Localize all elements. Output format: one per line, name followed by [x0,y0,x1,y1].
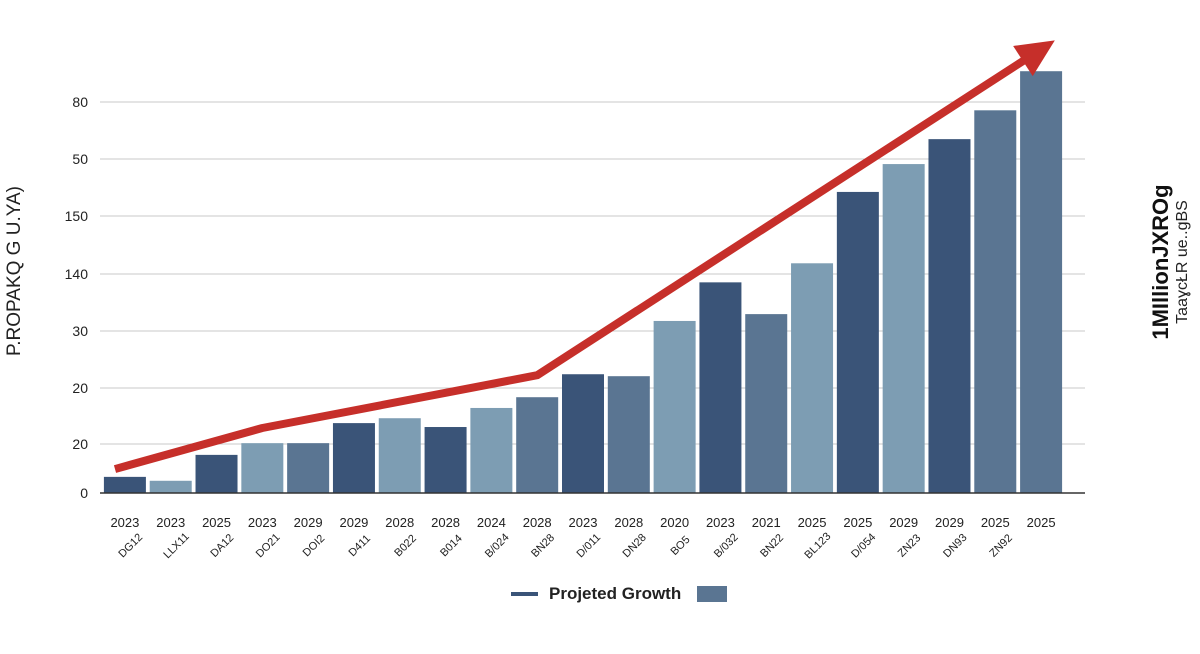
x-category-code-label: ZN23 [896,532,924,560]
bar [607,376,650,493]
x-category-code-label: DG12 [116,531,145,560]
x-tick-label: 2029 [889,515,918,530]
bar [745,314,788,493]
x-tick-label: 2023 [248,515,277,530]
x-tick-label: 2029 [339,515,368,530]
x-tick-label: 2029 [294,515,323,530]
right-label-line1: 1MIllionJXROg [1148,184,1173,340]
x-category-code-label: D/054 [849,531,878,560]
x-category-code-label: BL123 [802,530,833,561]
x-tick-label: 2024 [477,515,506,530]
y-tick-label: 20 [72,380,88,396]
x-category-code-label: B014 [438,533,465,560]
x-category-code-label: BN22 [758,532,786,560]
bar [836,191,879,493]
x-tick-label: 2020 [660,515,689,530]
right-label-line2: TaaɣcŁR ue..ɡBS [1174,200,1191,324]
bar [1020,71,1063,494]
x-category-code-label: DN28 [621,532,649,560]
x-tick-label: 2028 [614,515,643,530]
x-category-code-label: BO5 [668,534,692,558]
x-tick-label: 2025 [202,515,231,530]
x-tick-label: 2028 [523,515,552,530]
bar [653,320,696,493]
x-tick-label: 2028 [431,515,460,530]
legend-label: Projeted Growth [549,584,682,603]
x-tick-label: 2025 [1027,515,1056,530]
x-tick-label: 2028 [385,515,414,530]
bar [287,443,330,493]
x-category-code-label: B022 [392,533,419,560]
bar [928,139,971,493]
x-category-code-label: D411 [347,533,374,560]
y-tick-label: 30 [72,323,88,339]
trend-arrowhead [1013,40,1055,77]
y-tick-label: 50 [72,151,88,167]
bar [699,282,742,493]
right-axis-label: 1MIllionJXROg TaaɣcŁR ue..ɡBS [1148,152,1192,372]
bar [378,418,421,493]
x-tick-label: 2025 [981,515,1010,530]
y-axis-label: P.ROPAKQ G U.YA) [4,186,25,356]
bar [791,263,834,493]
x-tick-label: 2023 [706,515,735,530]
bar [882,164,925,494]
bar [562,374,604,493]
legend-line-swatch [511,592,538,596]
x-tick-label: 2021 [752,515,781,530]
bar [103,476,146,493]
x-category-code-label: LLX11 [161,531,191,561]
x-category-code-label: DA12 [208,532,236,560]
bar [149,480,192,493]
legend: Projeted Growth [511,584,728,604]
x-category-code-label: BN28 [529,532,557,560]
y-tick-label: 140 [65,266,89,282]
x-category-code-label: ZN92 [987,532,1015,560]
bar [974,110,1017,493]
bar [332,423,375,493]
bar [470,407,513,493]
x-tick-label: 2023 [156,515,185,530]
bar [241,443,284,493]
x-category-code-label: DN93 [941,532,969,560]
bar [424,427,467,493]
x-tick-label: 2025 [798,515,827,530]
trend-line [113,53,1032,473]
x-tick-label: 2023 [110,515,139,530]
y-tick-label: 150 [65,208,89,224]
y-tick-label: 80 [72,94,88,110]
x-category-code-label: D/011 [575,532,604,561]
y-tick-label: 20 [72,436,88,452]
bar [516,397,559,493]
bar [195,454,238,493]
x-category-code-label: B/024 [483,531,512,560]
x-category-code-label: DOI2 [301,533,328,560]
x-tick-label: 2025 [843,515,872,530]
x-category-code-label: B/032 [712,531,741,560]
y-tick-label: 0 [80,485,88,501]
x-tick-label: 2023 [569,515,598,530]
x-tick-label: 2029 [935,515,964,530]
x-category-code-label: DO21 [254,531,283,560]
legend-box-swatch [697,586,728,602]
